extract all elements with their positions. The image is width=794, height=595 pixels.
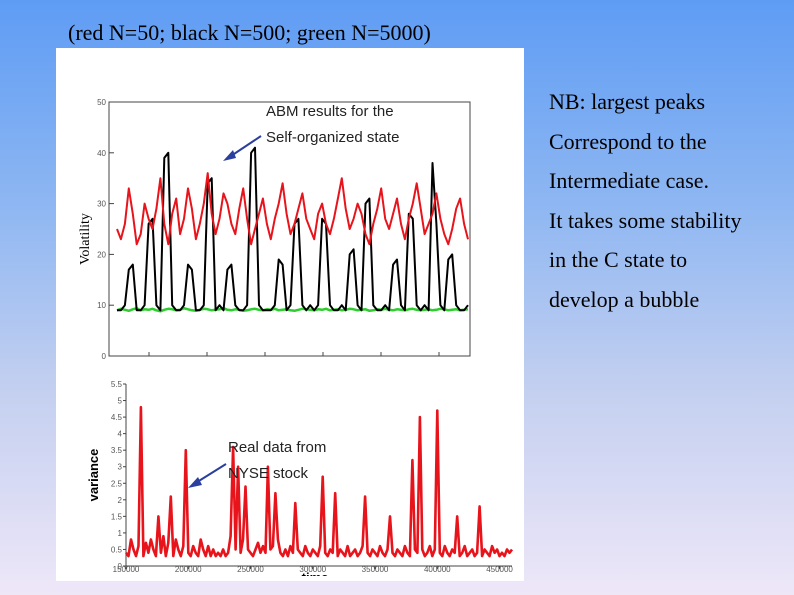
y-tick-label: 4.5 [111, 413, 123, 422]
x-tick-label: 400000 [424, 565, 451, 574]
annotation-line: Real data from [228, 439, 326, 456]
slide-title: (red N=50; black N=500; green N=5000) [68, 20, 431, 45]
annotation-line: NYSE stock [228, 465, 309, 482]
x-axis-label: time [302, 570, 329, 576]
annotation-arrowhead [188, 477, 202, 488]
y-axis-label: variance [86, 449, 101, 502]
y-tick-label: 5.5 [111, 380, 123, 389]
annotation-line: ABM results for the [266, 103, 394, 120]
x-tick-label: 350000 [362, 565, 389, 574]
y-tick-label: 30 [97, 200, 106, 209]
x-tick-label: 200000 [175, 565, 202, 574]
note-line: develop a bubble [549, 286, 700, 312]
chart-panel: 0 10 20 30 40 50 Volatility ABM results for the… [56, 48, 524, 581]
y-tick-label: 5 [118, 397, 123, 406]
y-axis-label: Volatility [78, 213, 93, 265]
note-line: Intermediate case. [549, 168, 710, 193]
series-line-green [116, 306, 469, 313]
x-tick-label: 250000 [237, 565, 264, 574]
nyse-variance-chart: 0 0.5 1 1.5 2 2.5 3 3.5 4 4.5 5 5.5 150000 200000 2500… [86, 380, 514, 576]
y-tick-label: 0.5 [111, 545, 123, 554]
y-tick-label: 3 [118, 463, 123, 472]
note-line: NB: largest peaks [549, 89, 706, 114]
y-tick-label: 2.5 [111, 479, 123, 488]
y-tick-label: 4 [118, 430, 123, 439]
y-tick-label: 1.5 [111, 512, 123, 521]
note-line: Correspond to the [549, 128, 707, 154]
y-tick-label: 10 [97, 301, 106, 310]
x-tick-label: 150000 [113, 565, 140, 574]
y-tick-label: 2 [118, 496, 123, 505]
y-tick-label: 50 [97, 98, 106, 107]
annotation-arrowhead [223, 150, 236, 161]
annotation-line: Self-organized state [266, 129, 399, 146]
x-tick-label: 450000 [486, 565, 513, 574]
y-tick-label: 1 [118, 529, 123, 538]
abm-volatility-chart: 0 10 20 30 40 50 Volatility ABM results for the… [78, 98, 471, 361]
y-tick-label: 40 [97, 149, 106, 158]
plot-frame [108, 101, 471, 357]
series-line-red [124, 405, 514, 558]
y-tick-label: 0 [102, 352, 107, 361]
x-tick-label: 300000 [299, 565, 326, 574]
note-line: It takes some stability [549, 207, 742, 233]
note-text: NB: largest peaks Correspond to the Inte… [549, 82, 789, 319]
note-line: in the C state to [549, 247, 688, 272]
y-tick-label: 3.5 [111, 446, 123, 455]
y-tick-label: 0 [118, 562, 123, 571]
y-tick-label: 20 [97, 250, 106, 259]
series-line-red [116, 172, 469, 246]
